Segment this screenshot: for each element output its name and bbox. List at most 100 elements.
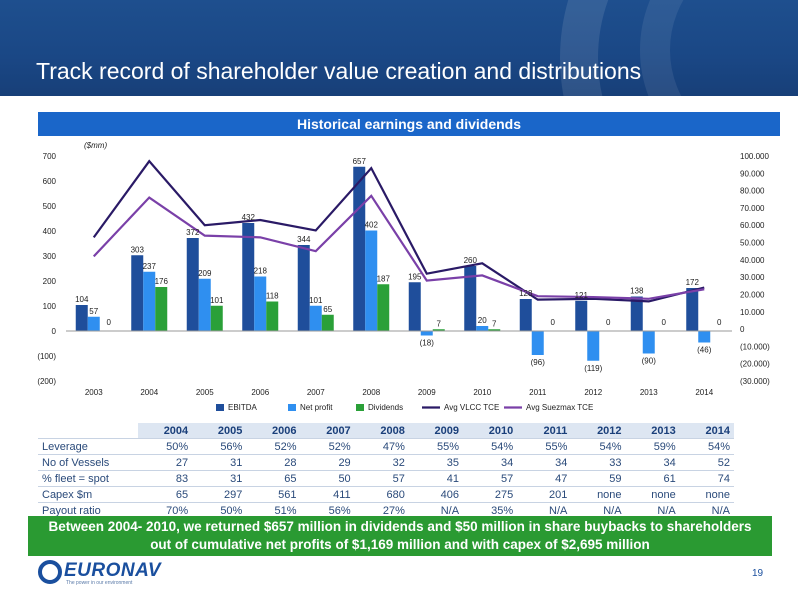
label-dividends: 176: [155, 277, 169, 286]
label-net-profit: 20: [478, 316, 487, 325]
table-row: Payout ratio 70% 50% 51% 56% 27% N/A 35% N/A N/A N…: [38, 502, 734, 518]
label-dividends: 65: [323, 305, 332, 314]
bar-dividends: [210, 305, 223, 331]
table-cell: 50%: [138, 438, 193, 455]
table-year-header: 2009: [408, 423, 464, 439]
table-cell: 54%: [679, 438, 734, 455]
table-cell: N/A: [571, 502, 626, 518]
table-cell: 41: [408, 470, 464, 487]
y2-tick-label: (30.000): [740, 377, 770, 386]
label-ebitda: 303: [131, 245, 145, 254]
company-logo: EURONAV The power in our environment: [38, 558, 161, 588]
bar-ebitda: [464, 266, 477, 331]
label-dividends: 0: [717, 318, 722, 327]
bar-ebitda: [186, 238, 199, 331]
x-tick-label: 2005: [196, 388, 214, 397]
table-cell: 35%: [463, 502, 518, 518]
bar-ebitda: [575, 300, 588, 331]
bar-ebitda: [408, 282, 421, 331]
table-year-header: 2010: [463, 423, 518, 439]
fleet-metrics-table: 2004 2005 2006 2007 2008 2009 2010 2011 2012 2013…: [38, 423, 734, 518]
table-cell: N/A: [679, 502, 734, 518]
table-row: Leverage 50% 56% 52% 52% 47% 55% 54% 55% 54% 59% 54…: [38, 438, 734, 455]
label-net-profit: 218: [254, 267, 268, 276]
x-tick-label: 2007: [307, 388, 325, 397]
y-tick-label: 400: [43, 227, 57, 236]
bar-ebitda: [297, 245, 310, 331]
y2-tick-label: 40.000: [740, 256, 765, 265]
slide-header: Track record of shareholder value creati…: [0, 0, 798, 96]
label-ebitda: 432: [242, 213, 256, 222]
table-cell: 54%: [571, 438, 626, 455]
label-ebitda: 195: [408, 272, 422, 281]
y2-tick-label: 20.000: [740, 290, 765, 299]
bar-net-profit: [531, 331, 544, 355]
label-dividends: 0: [107, 318, 112, 327]
y2-tick-label: 50.000: [740, 239, 765, 248]
legend-net-profit-label: Net profit: [300, 403, 333, 412]
table-cell: 50: [300, 470, 355, 487]
bar-net-profit: [420, 331, 433, 336]
y-tick-label: 500: [43, 202, 57, 211]
summary-line-1: Between 2004- 2010, we returned $657 mil…: [48, 519, 752, 534]
label-net-profit: 402: [365, 221, 379, 230]
y2-tick-label: (20.000): [740, 360, 770, 369]
y2-tick-label: (10.000): [740, 342, 770, 351]
page-title: Track record of shareholder value creati…: [36, 58, 642, 84]
table-year-header: 2014: [679, 423, 734, 439]
y2-tick-label: 100.000: [740, 152, 769, 161]
bars-group: [75, 166, 711, 361]
bar-ebitda: [353, 166, 366, 331]
legend-avg-suezmax-tce-label: Avg Suezmax TCE: [526, 403, 593, 412]
label-net-profit: (90): [642, 357, 657, 366]
header-decor-ring: [560, 0, 798, 96]
table-cell: 51%: [246, 502, 301, 518]
chart-legend: EBITDA Net profit Dividends Avg VLCC TCE Avg…: [216, 403, 593, 412]
y2-tick-label: 0: [740, 325, 745, 334]
left-y-axis: ($mm) 700 600 500 400 300 200 100 0 (100) (200): [37, 141, 107, 386]
table-corner-cell: [38, 423, 138, 439]
label-ebitda: 128: [519, 289, 533, 298]
label-net-profit: (46): [697, 346, 712, 355]
table-cell: 27: [138, 454, 193, 471]
table-cell: 52%: [246, 438, 301, 455]
x-tick-label: 2014: [695, 388, 713, 397]
table-row: Capex $m 65 297 561 411 680 406 275 201 none none n…: [38, 486, 734, 503]
label-ebitda: 344: [297, 235, 311, 244]
y-tick-label: 100: [43, 302, 57, 311]
legend-avg-vlcc-tce-label: Avg VLCC TCE: [444, 403, 499, 412]
x-tick-label: 2008: [362, 388, 380, 397]
y-tick-label: 700: [43, 152, 57, 161]
table-cell: 74: [679, 470, 734, 487]
label-dividends: 118: [266, 292, 279, 301]
label-dividends: 0: [662, 318, 667, 327]
label-ebitda: 372: [186, 228, 200, 237]
table-row-label: Capex $m: [38, 486, 138, 503]
x-tick-label: 2010: [473, 388, 491, 397]
x-tick-label: 2013: [640, 388, 658, 397]
y2-tick-label: 10.000: [740, 308, 765, 317]
label-net-profit: 237: [143, 262, 157, 271]
table-year-header: 2008: [354, 423, 409, 439]
label-dividends: 7: [492, 319, 497, 328]
bar-net-profit: [365, 230, 378, 331]
table-cell: 59%: [625, 438, 680, 455]
bar-dividends: [432, 329, 445, 331]
table-cell: 70%: [138, 502, 193, 518]
table-year-header: 2013: [625, 423, 680, 439]
table-cell: 34: [463, 454, 518, 471]
label-net-profit: (119): [584, 364, 602, 373]
label-net-profit: 101: [309, 296, 323, 305]
right-y-axis: 100.000 90.000 80.000 70.000 60.000 50.000 40.…: [740, 152, 770, 386]
x-tick-label: 2012: [584, 388, 602, 397]
bar-ebitda: [630, 296, 643, 331]
y-tick-label: 600: [43, 177, 57, 186]
table-cell: 27%: [354, 502, 409, 518]
table-cell: 55%: [408, 438, 464, 455]
label-dividends: 7: [437, 319, 442, 328]
table-cell: 297: [192, 486, 247, 503]
label-dividends: 101: [210, 296, 224, 305]
bar-dividends: [377, 284, 390, 331]
table-cell: 56%: [192, 438, 247, 455]
label-net-profit: (96): [531, 358, 546, 367]
